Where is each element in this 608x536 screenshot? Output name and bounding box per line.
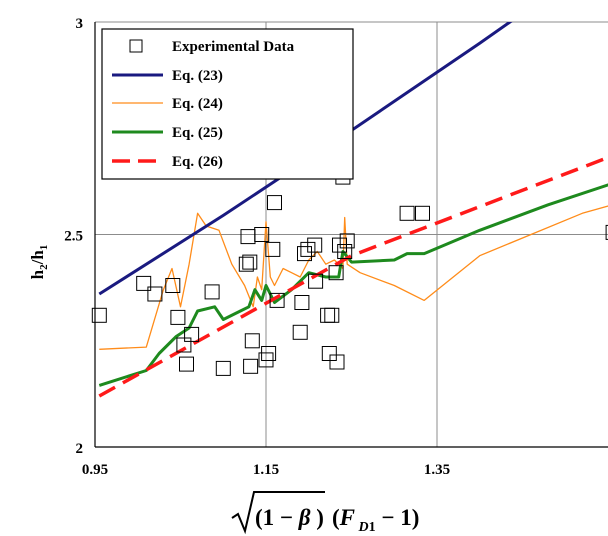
legend-label-4: Eq. (26) — [172, 154, 223, 170]
data-marker-6 — [179, 356, 194, 372]
legend: Experimental Data Eq. (23) Eq. (24) Eq. (25… — [101, 28, 354, 180]
x-tick-label-1: 1.15 — [253, 462, 279, 478]
legend-label-0: Experimental Data — [172, 39, 295, 55]
data-marker-2 — [147, 286, 163, 302]
data-marker-29 — [324, 307, 340, 323]
data-marker-31 — [329, 354, 345, 370]
series-line-2 — [99, 205, 608, 350]
data-marker-22 — [294, 295, 310, 310]
data-marker-1 — [136, 275, 152, 291]
data-marker-25 — [307, 237, 323, 253]
series-line-4 — [98, 155, 608, 398]
legend-label-3: Eq. (25) — [172, 125, 223, 141]
sqrt-symbol — [231, 491, 325, 535]
data-marker-13 — [243, 358, 259, 374]
data-marker-23 — [297, 246, 312, 262]
legend-box — [101, 28, 354, 180]
data-marker-19 — [267, 195, 282, 211]
data-marker-34 — [337, 244, 353, 259]
data-marker-36 — [399, 205, 415, 221]
y-axis-label: h2/h1 — [28, 245, 50, 280]
data-marker-32 — [332, 237, 347, 253]
data-marker-17 — [261, 346, 277, 361]
data-marker-38 — [605, 224, 608, 240]
data-marker-20 — [269, 292, 285, 308]
data-marker-8 — [204, 284, 220, 300]
data-marker-21 — [292, 324, 308, 340]
data-marker-16 — [258, 352, 274, 368]
axis-titles: h2/h1 (1 − β ) (F D1 − 1) — [28, 245, 419, 535]
data-marker-3 — [165, 278, 181, 293]
data-marker-11 — [240, 229, 256, 245]
legend-label-2: Eq. (24) — [172, 96, 223, 112]
data-marker-7 — [184, 326, 200, 342]
y-tick-label-2: 3 — [76, 16, 84, 32]
x-tick-label-2: 1.35 — [424, 462, 450, 478]
x-axis-label-text: (1 − β ) — [255, 505, 324, 530]
plot-border — [94, 22, 608, 448]
data-marker-26 — [308, 273, 324, 289]
data-marker-12 — [242, 254, 258, 270]
legend-marker-0 — [129, 39, 143, 53]
data-marker-14 — [244, 333, 260, 349]
experimental-markers — [91, 169, 608, 376]
data-marker-37 — [415, 205, 430, 221]
data-marker-35 — [339, 233, 355, 249]
data-marker-18 — [265, 241, 281, 257]
data-marker-5 — [176, 337, 192, 353]
y-tick-label-1: 2.5 — [64, 229, 83, 245]
y-tick-label-0: 2 — [76, 441, 84, 457]
data-marker-10 — [238, 256, 254, 272]
data-marker-4 — [170, 309, 186, 325]
data-marker-15 — [254, 227, 270, 242]
data-marker-28 — [321, 346, 337, 361]
data-marker-30 — [328, 265, 344, 281]
x-tick-label-0: 0.95 — [82, 462, 108, 478]
data-marker-9 — [215, 360, 231, 376]
x-axis-label: (1 − β ) (F D1 − 1) — [231, 491, 419, 535]
legend-label-1: Eq. (23) — [172, 68, 223, 84]
data-marker-0 — [91, 307, 107, 323]
tick-labels: 0.95 1.15 1.35 2 2.5 3 — [64, 16, 450, 478]
x-axis-label-text-2: (F D1 − 1) — [332, 505, 419, 535]
